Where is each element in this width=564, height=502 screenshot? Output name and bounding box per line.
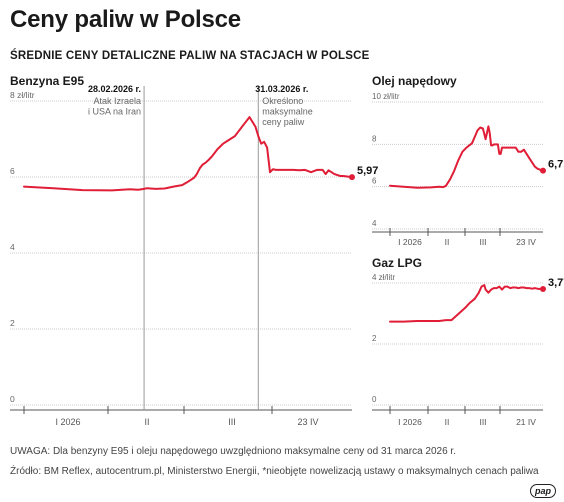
y-tick-label: 8 (372, 134, 377, 143)
y-tick-label: 4 (372, 219, 377, 228)
price-line (389, 284, 544, 323)
x-tick-label: II (445, 417, 450, 427)
last-value-dot (540, 286, 546, 293)
last-value-label: 3,77* (548, 277, 564, 289)
y-tick-label: 6 (10, 166, 15, 176)
event-description-label: Atak Izraela (94, 96, 142, 106)
y-tick-label: 6 (372, 177, 377, 186)
e95-title: Benzyna E95 (10, 74, 85, 88)
event-description-label: maksymalne (262, 107, 313, 117)
pap-logo: pap (529, 484, 556, 498)
y-tick-label: 0 (10, 394, 15, 404)
x-tick-label: 23 IV (516, 237, 536, 247)
price-line (389, 125, 544, 189)
event-description-label: Określono (262, 96, 303, 106)
event-description-label: i USA na Iran (88, 107, 141, 117)
y-tick-label: 10 zł/litr (372, 92, 400, 101)
x-tick-label: III (479, 237, 486, 247)
x-tick-label: II (144, 417, 149, 427)
price-line (23, 116, 353, 192)
last-value-dot (349, 174, 355, 181)
x-tick-label: I 2026 (398, 417, 422, 427)
y-tick-label: 8 zł/litr (10, 90, 35, 100)
y-tick-label: 2 (10, 318, 15, 328)
last-value-label: 6,71 (548, 159, 564, 171)
last-value-dot (540, 167, 546, 174)
diesel-title: Olej napędowy (372, 74, 457, 88)
event-date-label: 31.03.2026 r. (255, 84, 308, 94)
x-tick-label: III (479, 417, 486, 427)
last-value-label: 5,97 (357, 165, 378, 177)
lpg-title: Gaz LPG (372, 256, 423, 270)
x-tick-label: III (228, 417, 236, 427)
event-date-label: 28.02.2026 r. (88, 84, 141, 94)
x-tick-label: 21 IV (516, 417, 536, 427)
x-tick-label: 23 IV (297, 417, 318, 427)
y-tick-label: 4 zł/litr (372, 273, 395, 282)
x-tick-label: I 2026 (55, 417, 80, 427)
note-text: UWAGA: Dla benzyny E95 i oleju napędoweg… (10, 446, 456, 457)
y-tick-label: 0 (372, 395, 377, 404)
page-subtitle: ŚREDNIE CENY DETALICZNE PALIW NA STACJAC… (10, 50, 370, 62)
y-tick-label: 2 (372, 334, 377, 343)
page-title: Ceny paliw w Polsce (10, 6, 241, 33)
source-text: Źródło: BM Reflex, autocentrum.pl, Minis… (10, 466, 539, 477)
y-tick-label: 4 (10, 242, 15, 252)
x-tick-label: II (445, 237, 450, 247)
event-description-label: ceny paliw (262, 117, 305, 127)
x-tick-label: I 2026 (398, 237, 422, 247)
